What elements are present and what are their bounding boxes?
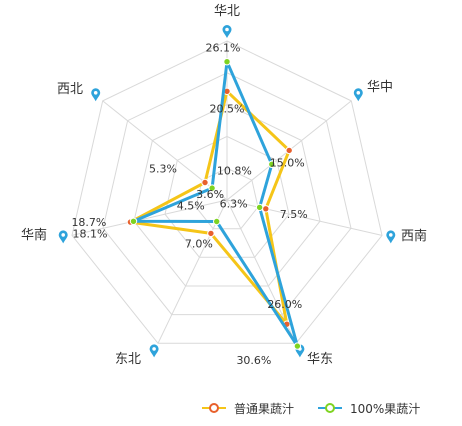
axis-label: 华北 (214, 4, 240, 19)
data-label: 7.5% (280, 208, 308, 221)
legend-label-series-1: 普通果蔬汁 (234, 402, 294, 416)
data-label: 4.5% (177, 200, 205, 213)
data-labels: 20.5% 15.0% 7.5% 26.0% 7.0% 18.7% 5.3% 26.1% 10.… (71, 42, 307, 367)
data-point[interactable] (207, 229, 215, 238)
axis-label: 西北 (57, 82, 83, 97)
grid-ring (164, 135, 290, 258)
data-label: 15.0% (270, 156, 305, 169)
data-label: 26.1% (206, 42, 241, 55)
series-layer (126, 58, 302, 350)
data-label: 30.6% (236, 354, 271, 367)
legend: 普通果蔬汁 100%果蔬汁 (202, 402, 420, 416)
data-label: 20.5% (210, 102, 245, 115)
data-point[interactable] (285, 146, 293, 155)
axis-label: 东北 (115, 352, 141, 367)
data-label: 26.0% (267, 298, 302, 311)
grid-ring (133, 104, 321, 287)
axis-label: 华南 (21, 227, 47, 243)
location-pin-icon (222, 25, 232, 38)
series-line (132, 60, 299, 348)
series-2 (129, 58, 302, 350)
data-label: 18.1% (73, 227, 108, 240)
location-pin-icon (149, 344, 159, 358)
data-point[interactable] (213, 217, 221, 226)
legend-label-series-2: 100%果蔬汁 (350, 402, 420, 416)
location-pin-icon (386, 230, 396, 244)
data-label: 18.7% (71, 216, 106, 229)
data-point[interactable] (268, 160, 276, 169)
axis-label: 华中 (367, 80, 393, 95)
legend-item-series-1[interactable]: 普通果蔬汁 (202, 402, 294, 416)
data-point[interactable] (208, 184, 216, 192)
data-point[interactable] (262, 205, 270, 213)
series-line (128, 89, 291, 326)
axis-pins (58, 25, 396, 358)
legend-item-series-2[interactable]: 100%果蔬汁 (318, 402, 420, 416)
location-pin-icon (58, 230, 68, 244)
data-label: 10.8% (217, 164, 252, 177)
data-label: 5.3% (149, 163, 177, 176)
data-label: 6.3% (220, 197, 248, 210)
grid-ring (71, 40, 383, 344)
data-label: 3.6% (196, 188, 224, 201)
grid-ring (102, 72, 352, 316)
grid-spoke (102, 100, 228, 201)
location-pin-icon (353, 88, 363, 102)
data-point[interactable] (255, 203, 264, 212)
grid-spoke (226, 199, 383, 236)
data-point[interactable] (293, 342, 302, 350)
grid-spoke (71, 199, 228, 236)
data-point[interactable] (129, 217, 138, 226)
data-point[interactable] (223, 58, 231, 66)
data-label: 7.0% (185, 237, 213, 250)
data-point[interactable] (201, 178, 209, 187)
radar-grid (71, 40, 383, 344)
axis-label: 华东 (307, 352, 333, 367)
axis-label: 西南 (401, 228, 427, 244)
location-pin-icon (91, 88, 101, 102)
